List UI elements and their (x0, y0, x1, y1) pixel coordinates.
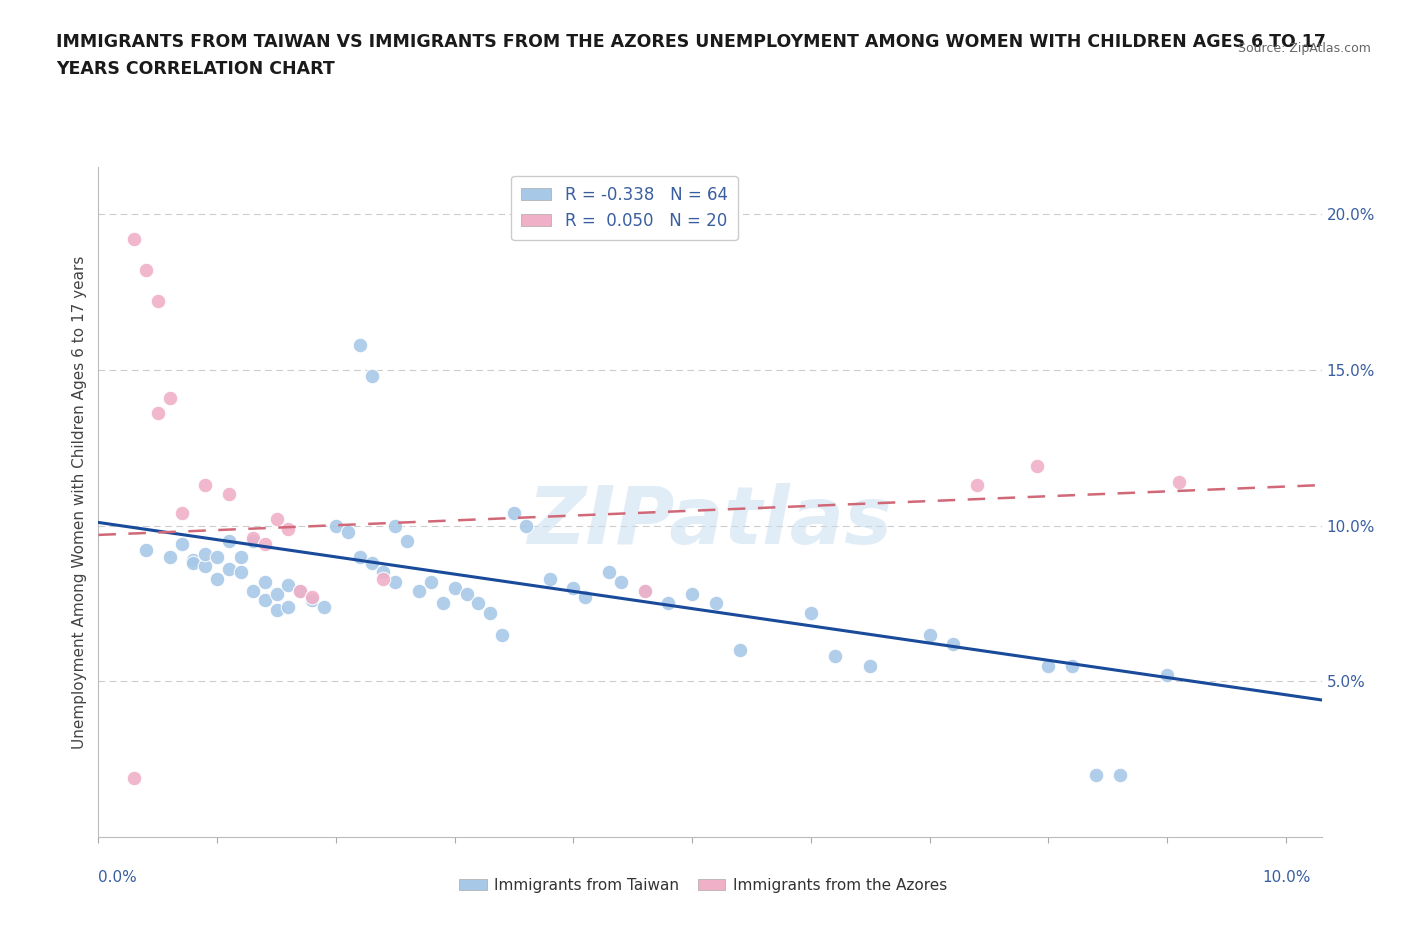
Point (266, 603, 288, 618)
Point (432, 596, 454, 611)
Legend: R = -0.338   N = 64, R =  0.050   N = 20: R = -0.338 N = 64, R = 0.050 N = 20 (512, 176, 738, 240)
Point (384, 518, 406, 533)
Point (277, 578, 299, 592)
Point (122, 232, 145, 246)
Point (253, 537, 276, 551)
Point (443, 580, 465, 595)
Point (562, 580, 585, 595)
Point (728, 643, 751, 658)
Point (205, 550, 228, 565)
Y-axis label: Unemployment Among Women with Children Ages 6 to 17 years: Unemployment Among Women with Children A… (72, 256, 87, 749)
Point (515, 518, 537, 533)
Point (135, 263, 157, 278)
Point (360, 555, 382, 570)
Text: 0.0%: 0.0% (98, 870, 138, 884)
Point (312, 599, 335, 614)
Point (479, 605, 502, 620)
Point (218, 562, 240, 577)
Point (349, 338, 371, 352)
Point (634, 583, 657, 598)
Point (384, 574, 406, 589)
Point (290, 583, 312, 598)
Point (467, 596, 489, 611)
Point (301, 590, 323, 604)
Point (194, 546, 217, 561)
Point (942, 636, 965, 651)
Point (373, 565, 395, 579)
Point (290, 583, 312, 598)
Text: YEARS CORRELATION CHART: YEARS CORRELATION CHART (56, 60, 335, 78)
Point (634, 583, 657, 598)
Point (325, 518, 347, 533)
Point (1025, 458, 1047, 473)
Point (503, 506, 526, 521)
Point (491, 627, 513, 642)
Point (918, 627, 941, 642)
Point (253, 574, 276, 589)
Point (205, 571, 228, 586)
Point (360, 368, 382, 383)
Point (859, 658, 882, 673)
Point (420, 574, 443, 589)
Point (218, 487, 240, 502)
Point (1108, 767, 1130, 782)
Point (242, 583, 264, 598)
Point (1085, 767, 1108, 782)
Point (349, 550, 371, 565)
Point (1168, 474, 1191, 489)
Point (266, 512, 288, 526)
Point (681, 587, 703, 602)
Point (373, 571, 395, 586)
Text: 10.0%: 10.0% (1261, 870, 1310, 884)
Point (159, 391, 181, 405)
Point (966, 478, 988, 493)
Point (396, 534, 419, 549)
Text: ZIPatlas: ZIPatlas (527, 484, 893, 562)
Point (1156, 668, 1178, 683)
Legend: Immigrants from Taiwan, Immigrants from the Azores: Immigrants from Taiwan, Immigrants from … (453, 872, 953, 899)
Point (194, 559, 217, 574)
Point (824, 649, 846, 664)
Text: Source: ZipAtlas.com: Source: ZipAtlas.com (1237, 42, 1371, 55)
Point (266, 587, 288, 602)
Point (456, 587, 478, 602)
Point (1038, 658, 1060, 673)
Point (218, 534, 240, 549)
Point (146, 406, 169, 421)
Point (170, 506, 193, 521)
Point (253, 592, 276, 607)
Point (277, 521, 299, 536)
Point (301, 592, 323, 607)
Point (538, 571, 561, 586)
Text: IMMIGRANTS FROM TAIWAN VS IMMIGRANTS FROM THE AZORES UNEMPLOYMENT AMONG WOMEN WI: IMMIGRANTS FROM TAIWAN VS IMMIGRANTS FRO… (56, 33, 1326, 50)
Point (1062, 658, 1084, 673)
Point (135, 543, 157, 558)
Point (408, 583, 430, 598)
Point (704, 596, 727, 611)
Point (159, 550, 181, 565)
Point (657, 596, 679, 611)
Point (183, 552, 205, 567)
Point (229, 550, 252, 565)
Point (242, 531, 264, 546)
Point (277, 599, 299, 614)
Point (146, 294, 169, 309)
Point (229, 565, 252, 579)
Point (574, 590, 596, 604)
Point (194, 478, 217, 493)
Point (170, 537, 193, 551)
Point (610, 574, 633, 589)
Point (598, 565, 620, 579)
Point (242, 534, 264, 549)
Point (336, 525, 359, 539)
Point (183, 555, 205, 570)
Point (800, 605, 823, 620)
Point (122, 770, 145, 785)
